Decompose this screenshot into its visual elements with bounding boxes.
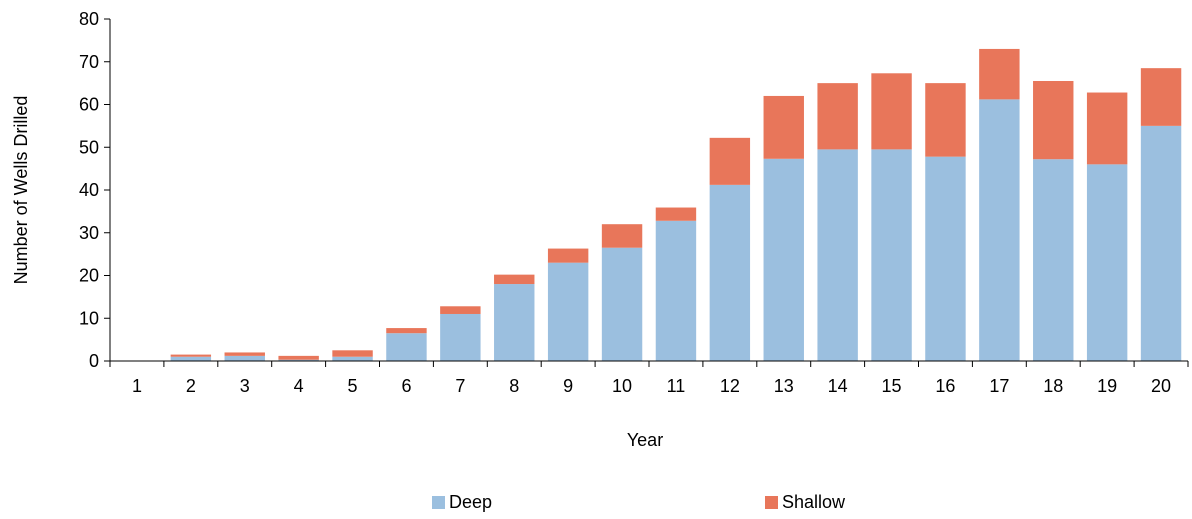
bar-shallow-year-11 <box>655 207 697 221</box>
y-tick-label: 70 <box>79 52 99 72</box>
x-tick-label: 6 <box>401 376 411 396</box>
bar-shallow-year-6 <box>386 328 427 334</box>
bar-shallow-year-4 <box>278 355 319 360</box>
bar-deep-year-11 <box>655 220 697 361</box>
x-tick-label: 9 <box>563 376 573 396</box>
bar-shallow-year-2 <box>170 354 212 357</box>
bar-deep-year-2 <box>170 356 212 361</box>
legend: Deep Shallow <box>432 492 846 512</box>
bar-deep-year-17 <box>979 99 1020 362</box>
y-tick-label: 40 <box>79 180 99 200</box>
y-tick-label: 60 <box>79 95 99 115</box>
bars-layer <box>170 48 1182 362</box>
bar-shallow-year-17 <box>979 48 1020 100</box>
bar-shallow-year-8 <box>494 274 535 285</box>
x-tick-label: 16 <box>935 376 955 396</box>
bar-shallow-year-18 <box>1033 80 1074 160</box>
y-tick-label: 0 <box>89 351 99 371</box>
bar-deep-year-7 <box>440 313 481 361</box>
x-tick-label: 19 <box>1097 376 1117 396</box>
bar-shallow-year-16 <box>925 83 966 157</box>
bar-shallow-year-19 <box>1086 92 1128 165</box>
x-tick-label: 20 <box>1151 376 1171 396</box>
legend-swatch-shallow <box>765 496 778 509</box>
x-axis-title: Year <box>627 430 663 450</box>
legend-label-shallow: Shallow <box>782 492 846 512</box>
bar-shallow-year-15 <box>871 73 912 150</box>
bar-deep-year-14 <box>817 149 858 361</box>
bar-deep-year-18 <box>1033 159 1074 361</box>
x-tick-label: 11 <box>667 376 686 396</box>
x-tick-label: 14 <box>828 376 848 396</box>
bar-shallow-year-10 <box>601 224 643 248</box>
bar-deep-year-19 <box>1086 164 1128 361</box>
bar-deep-year-5 <box>332 356 373 361</box>
x-tick-label: 17 <box>989 376 1009 396</box>
bar-shallow-year-13 <box>763 95 804 159</box>
y-tick-label: 50 <box>79 137 99 157</box>
x-tick-label: 13 <box>774 376 794 396</box>
x-tick-label: 5 <box>348 376 358 396</box>
x-tick-label: 8 <box>509 376 519 396</box>
bar-shallow-year-20 <box>1140 68 1182 126</box>
bar-deep-year-16 <box>925 156 966 361</box>
bar-deep-year-12 <box>709 184 751 361</box>
x-tick-label: 4 <box>294 376 304 396</box>
bar-shallow-year-12 <box>709 137 751 185</box>
bar-deep-year-13 <box>763 158 804 361</box>
legend-swatch-deep <box>432 496 445 509</box>
bar-shallow-year-14 <box>817 83 858 150</box>
bar-deep-year-3 <box>224 355 265 361</box>
x-tick-label: 10 <box>612 376 632 396</box>
x-tick-label: 2 <box>186 376 196 396</box>
bar-shallow-year-5 <box>332 350 373 357</box>
y-tick-label: 30 <box>79 223 99 243</box>
bar-deep-year-8 <box>494 284 535 361</box>
x-tick-label: 12 <box>720 376 740 396</box>
x-tick-label: 7 <box>455 376 465 396</box>
y-tick-label: 80 <box>79 9 99 29</box>
bar-deep-year-9 <box>547 262 589 361</box>
legend-label-deep: Deep <box>449 492 492 512</box>
x-tick-label: 18 <box>1043 376 1063 396</box>
bar-deep-year-4 <box>278 359 319 361</box>
bar-shallow-year-3 <box>224 352 265 356</box>
bar-shallow-year-9 <box>547 248 589 263</box>
bar-deep-year-20 <box>1140 125 1182 362</box>
y-axis-title: Number of Wells Drilled <box>11 96 31 285</box>
x-tick-label: 1 <box>132 376 142 396</box>
bar-deep-year-10 <box>601 247 643 361</box>
x-tick-label: 3 <box>240 376 250 396</box>
y-tick-label: 10 <box>79 308 99 328</box>
x-tick-label: 15 <box>882 376 902 396</box>
bar-deep-year-15 <box>871 149 912 361</box>
y-tick-label: 20 <box>79 266 99 286</box>
bar-shallow-year-7 <box>440 306 481 314</box>
bar-deep-year-6 <box>386 333 427 361</box>
